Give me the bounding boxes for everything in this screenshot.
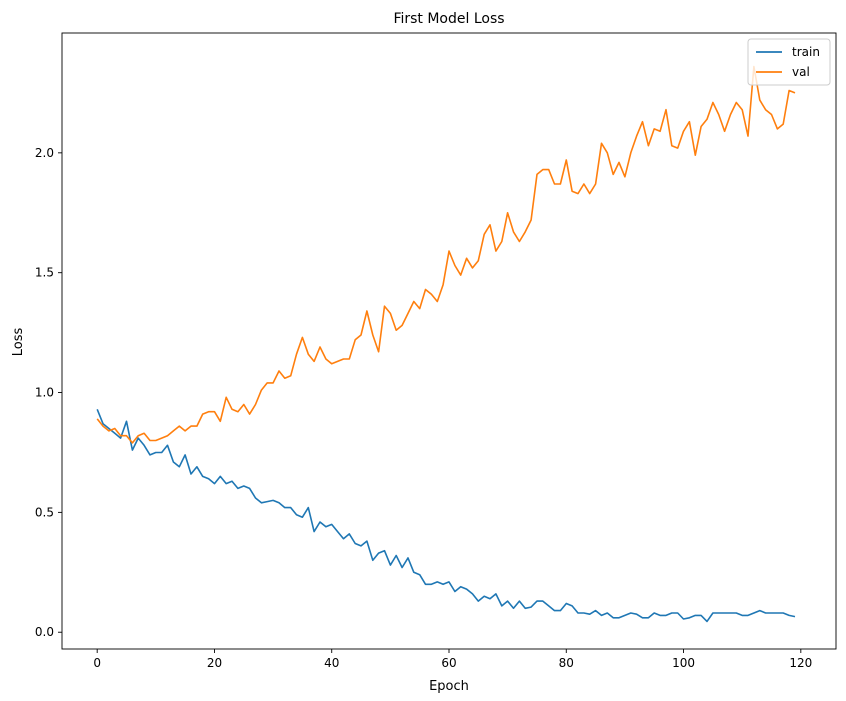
y-tick-label: 1.5 [35, 266, 54, 280]
y-tick-label: 2.0 [35, 146, 54, 160]
x-tick-label: 0 [93, 656, 101, 670]
y-tick-label: 1.0 [35, 386, 54, 400]
plot-area [62, 33, 836, 649]
y-tick-label: 0.5 [35, 505, 54, 519]
x-tick-label: 40 [324, 656, 339, 670]
legend: train val [747, 38, 831, 86]
x-tick-label: 100 [672, 656, 695, 670]
legend-label-val: val [792, 65, 810, 79]
axes: 0 20 40 60 80 100 120 0.0 0.5 1.0 1.5 2.0 [35, 32, 837, 670]
x-axis-label: Epoch [429, 679, 469, 694]
y-axis-label: Loss [11, 328, 26, 357]
legend-box [747, 38, 831, 86]
series-line-val [96, 65, 796, 444]
legend-label-train: train [792, 45, 820, 59]
x-tick-label: 80 [559, 656, 574, 670]
y-tick-label: 0.0 [35, 625, 54, 639]
chart-title: First Model Loss [393, 11, 504, 27]
plot-background [62, 33, 836, 649]
x-tick-label: 60 [441, 656, 456, 670]
series-line-train [96, 409, 796, 623]
x-tick-label: 20 [207, 656, 222, 670]
x-tick-label: 120 [789, 656, 812, 670]
series-layer [96, 65, 796, 623]
